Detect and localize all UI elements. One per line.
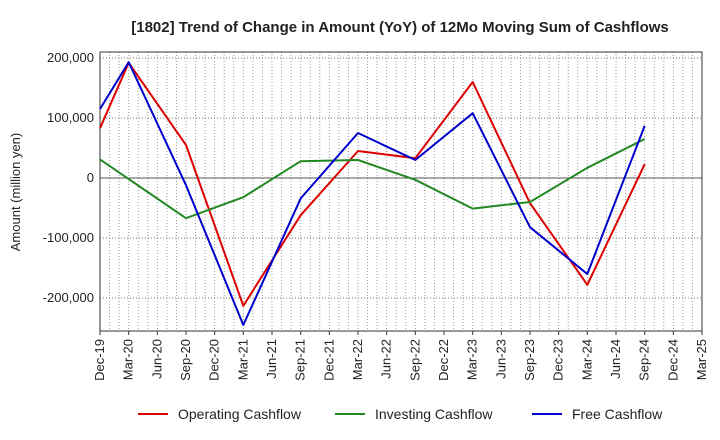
y-tick-label: 100,000: [47, 110, 94, 125]
series-layer: [99, 61, 646, 326]
y-tick-label: -100,000: [43, 230, 94, 245]
x-tick-label: Mar-22: [350, 339, 365, 380]
y-tick-label: -200,000: [43, 290, 94, 305]
x-tick-label: Sep-23: [522, 339, 537, 381]
chart-title: [1802] Trend of Change in Amount (YoY) o…: [131, 19, 669, 36]
free-cashflow-line: [99, 61, 646, 326]
y-tick-label: 200,000: [47, 50, 94, 65]
plot-frame: [99, 51, 703, 332]
x-tick-label: Sep-20: [178, 339, 193, 381]
x-tick-label: Mar-23: [465, 339, 480, 380]
x-tick-label: Mar-21: [235, 339, 250, 380]
x-tick-label: Sep-24: [637, 339, 652, 381]
legend: Operating Cashflow Investing Cashflow Free…: [138, 406, 663, 422]
x-tick-label: Mar-25: [694, 339, 709, 380]
axes-layer: 200,000 100,000 0 -100,000 -200,000 Dec-19 Mar…: [43, 50, 709, 381]
x-tick-label: Dec-21: [321, 339, 336, 381]
x-tick-label: Dec-22: [436, 339, 451, 381]
x-tick-label: Dec-24: [665, 339, 680, 381]
x-tick-label: Jun-20: [149, 339, 164, 379]
x-tick-label: Dec-20: [207, 339, 222, 381]
x-tick-label: Mar-20: [121, 339, 136, 380]
y-tick-label: 0: [87, 170, 94, 185]
x-tick-label: Dec-23: [551, 339, 566, 381]
x-tick-label: Jun-24: [608, 339, 623, 379]
x-tick-label: Dec-19: [92, 339, 107, 381]
legend-label-operating-cashflow: Operating Cashflow: [178, 406, 302, 422]
legend-label-free-cashflow: Free Cashflow: [572, 406, 663, 422]
x-tick-label: Jun-22: [379, 339, 394, 379]
x-tick-label: Mar-24: [579, 339, 594, 380]
operating-cashflow-line: [99, 61, 646, 307]
grid-layer: [100, 52, 703, 331]
x-tick-label: Sep-22: [407, 339, 422, 381]
y-axis-title: Amount (million yen): [8, 133, 23, 252]
x-tick-label: Jun-21: [264, 339, 279, 379]
x-tick-label: Jun-23: [493, 339, 508, 379]
x-tick-label: Sep-21: [293, 339, 308, 381]
investing-cashflow-line: [99, 138, 646, 220]
legend-label-investing-cashflow: Investing Cashflow: [375, 406, 493, 422]
